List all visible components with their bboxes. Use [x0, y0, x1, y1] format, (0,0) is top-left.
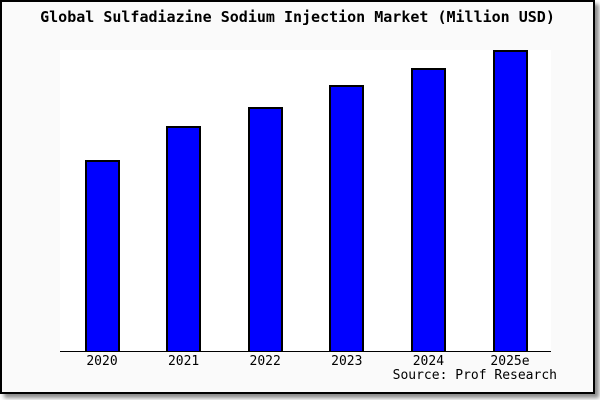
- bar-2024: [410, 68, 446, 351]
- x-tick-label-2021: 2021: [167, 354, 200, 369]
- x-tick-label-2020: 2020: [86, 354, 118, 369]
- bar-2022: [247, 107, 283, 351]
- bar-2020: [84, 160, 120, 351]
- bar-2021: [166, 126, 202, 351]
- bar-2023: [329, 85, 365, 351]
- chart-frame: Global Sulfadiazine Sodium Injection Mar…: [0, 0, 595, 394]
- chart-title: Global Sulfadiazine Sodium Injection Mar…: [40, 8, 555, 26]
- x-tick-label-2023: 2023: [331, 354, 363, 369]
- bar-2025e: [492, 50, 528, 351]
- x-axis-labels: 2020 2021 2022 2023 2024 2025e: [2, 354, 593, 370]
- plot-area: [60, 50, 551, 352]
- x-tick-label-2022: 2022: [249, 354, 281, 369]
- x-tick-label-2025e: 2025e: [490, 354, 530, 369]
- x-tick-label-2024: 2024: [412, 354, 445, 369]
- source-label: Source: Prof Research: [392, 368, 557, 383]
